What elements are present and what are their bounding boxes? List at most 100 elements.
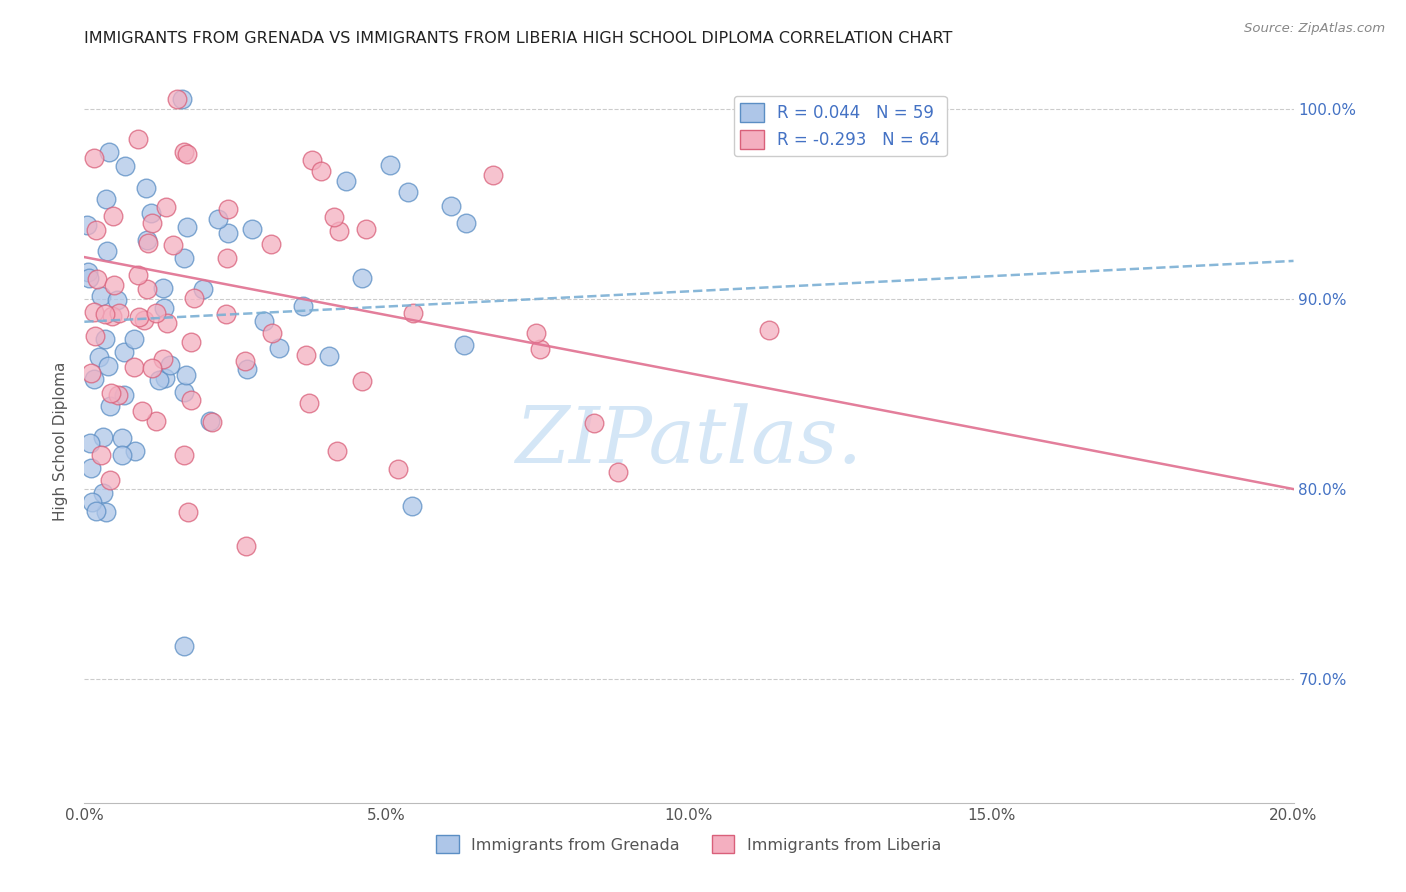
Point <box>177 505 200 519</box>
Point <box>80 367 103 381</box>
Point <box>582 416 605 430</box>
Text: Source: ZipAtlas.com: Source: ZipAtlas.com <box>1244 22 1385 36</box>
Point <box>112 345 135 359</box>
Point <box>402 306 425 320</box>
Point <box>260 326 283 341</box>
Point <box>155 371 177 385</box>
Point <box>114 159 136 173</box>
Point <box>396 185 419 199</box>
Point <box>301 153 323 167</box>
Point <box>80 460 103 475</box>
Point <box>77 265 100 279</box>
Point <box>135 181 157 195</box>
Point <box>98 399 121 413</box>
Point <box>145 306 167 320</box>
Point <box>136 282 159 296</box>
Point <box>260 237 283 252</box>
Point <box>180 335 202 350</box>
Point <box>127 268 149 282</box>
Point <box>170 92 193 106</box>
Point <box>131 404 153 418</box>
Point <box>84 329 107 343</box>
Point <box>134 313 156 327</box>
Y-axis label: High School Diploma: High School Diploma <box>53 362 69 521</box>
Point <box>198 414 221 428</box>
Point <box>90 289 112 303</box>
Point <box>79 435 101 450</box>
Point <box>335 174 357 188</box>
Point <box>295 348 318 362</box>
Point <box>253 314 276 328</box>
Point <box>235 539 257 553</box>
Point <box>758 323 780 337</box>
Point <box>173 145 195 159</box>
Point <box>166 92 188 106</box>
Point <box>107 388 129 402</box>
Point <box>214 307 236 321</box>
Point <box>183 291 205 305</box>
Point <box>93 332 115 346</box>
Point <box>173 385 195 400</box>
Point <box>108 306 131 320</box>
Point <box>235 361 257 376</box>
Point <box>96 193 118 207</box>
Point <box>152 351 174 366</box>
Point <box>378 158 401 172</box>
Point <box>174 368 197 383</box>
Point <box>529 342 551 356</box>
Point <box>83 151 105 165</box>
Point <box>91 486 114 500</box>
Point <box>86 223 108 237</box>
Point <box>87 351 110 365</box>
Point <box>159 359 181 373</box>
Point <box>103 277 125 292</box>
Point <box>440 199 463 213</box>
Point <box>111 432 134 446</box>
Point <box>173 640 195 654</box>
Point <box>454 216 477 230</box>
Point <box>97 145 120 159</box>
Point <box>387 462 409 476</box>
Point <box>153 301 176 315</box>
Point <box>207 212 229 227</box>
Point <box>128 310 150 324</box>
Point <box>180 393 202 408</box>
Point <box>240 222 263 236</box>
Point <box>152 281 174 295</box>
Point <box>76 218 98 232</box>
Point <box>325 443 347 458</box>
Point <box>84 504 107 518</box>
Point <box>90 448 112 462</box>
Point <box>94 308 117 322</box>
Point <box>96 244 118 258</box>
Point <box>141 360 163 375</box>
Point <box>122 332 145 346</box>
Point <box>155 200 177 214</box>
Text: ZIPatlas.: ZIPatlas. <box>516 403 862 480</box>
Point <box>91 430 114 444</box>
Point <box>145 414 167 428</box>
Point <box>322 211 344 225</box>
Point <box>86 272 108 286</box>
Point <box>217 202 239 216</box>
Point <box>80 495 103 509</box>
Point <box>328 224 350 238</box>
Point <box>176 146 198 161</box>
Point <box>354 221 377 235</box>
Point <box>148 373 170 387</box>
Point <box>122 359 145 374</box>
Point <box>235 354 257 368</box>
Point <box>176 220 198 235</box>
Point <box>139 205 162 219</box>
Point <box>481 169 503 183</box>
Point <box>453 337 475 351</box>
Point <box>318 349 340 363</box>
Point <box>105 293 128 307</box>
Point <box>173 251 195 265</box>
Point <box>100 386 122 401</box>
Point <box>136 233 159 247</box>
Point <box>191 282 214 296</box>
Point <box>292 299 315 313</box>
Point <box>97 359 120 373</box>
Point <box>350 374 373 388</box>
